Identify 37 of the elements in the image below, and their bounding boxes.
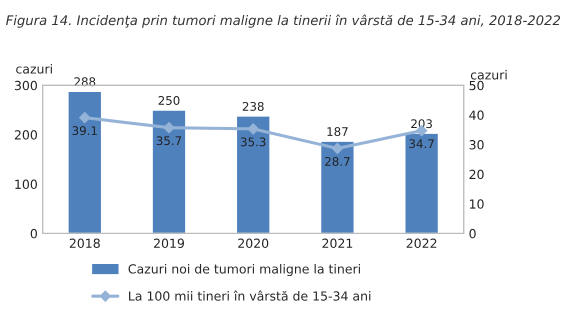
x-tick-label: 2018 [70, 238, 100, 248]
x-tick-label: 2022 [406, 238, 436, 248]
chart-title: Figura 14. Incidenţa prin tumori maligne la tinerii în vârstă de 15-34 ani, 2018-2022 [6, 14, 560, 28]
y2-tick-label: 30 [470, 140, 484, 150]
point [79, 112, 90, 124]
data-label: 250 [158, 96, 180, 105]
legend-label: Cazuri noi de tumori maligne la tineri [128, 264, 360, 276]
bar [236, 115, 271, 234]
bar [404, 132, 440, 234]
legend-label: La 100 mii tineri în vârstă de 15-34 ani [129, 290, 370, 301]
data-label: 39.1 [72, 126, 97, 136]
y2-axis-title: cazuri [470, 70, 507, 80]
data-label: 35.7 [156, 136, 182, 146]
x-tick-label: 2021 [322, 238, 352, 248]
data-label: 238 [242, 102, 264, 111]
y-tick-label: 200 [14, 130, 37, 140]
y-tick-label: 0 [30, 228, 37, 238]
x-tick-label: 2019 [154, 238, 184, 248]
point [163, 122, 175, 134]
x-tick-label: 2020 [238, 238, 268, 248]
bar [320, 140, 355, 234]
y2-tick-label: 40 [469, 110, 484, 120]
point [332, 142, 344, 154]
bar [67, 90, 102, 234]
y-tick-label: 100 [15, 180, 37, 190]
data-label: 28.7 [325, 156, 350, 166]
y2-tick-label: 20 [470, 170, 484, 180]
data-label: 35.3 [240, 137, 266, 146]
y-tick-label: 300 [14, 80, 37, 90]
y2-tick-label: 0 [469, 228, 476, 238]
point [248, 123, 259, 134]
y-axis-title: cazuri [16, 64, 52, 74]
y2-tick-label: 50 [470, 80, 484, 90]
y2-tick-label: 10 [470, 199, 484, 209]
data-label: 34.7 [409, 139, 434, 148]
data-label: 187 [327, 127, 348, 136]
bar [151, 109, 187, 234]
